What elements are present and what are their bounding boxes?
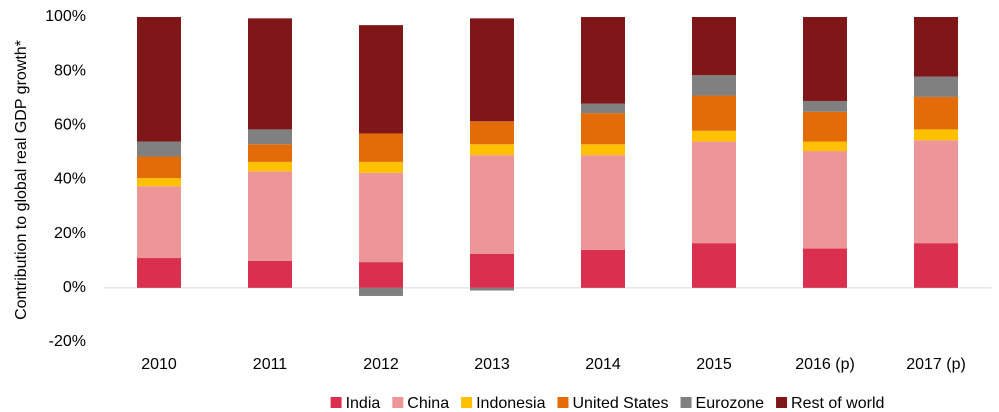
bar-segment: [581, 249, 625, 288]
bar-segment: [581, 103, 625, 114]
bar-segment: [581, 155, 625, 250]
bar-segment: [137, 141, 181, 157]
legend-swatch: [330, 397, 342, 408]
y-tick-label: 60%: [54, 117, 86, 134]
bar-segment: [470, 18, 514, 122]
x-tick-label: 2013: [474, 356, 510, 373]
bar-segment: [581, 144, 625, 156]
bar-segment: [248, 129, 292, 145]
legend-swatch: [461, 397, 473, 408]
bar-segment: [470, 144, 514, 156]
bar-segment: [914, 140, 958, 244]
y-axis-label: Contribution to global real GDP growth*: [13, 40, 30, 320]
legend-label: United States: [572, 395, 668, 412]
legend-swatch: [776, 397, 788, 408]
bar-segment: [470, 287, 514, 291]
bar-segment: [470, 121, 514, 145]
bar-segment: [137, 17, 181, 142]
bar-segment: [692, 17, 736, 76]
bar-segment: [803, 151, 847, 249]
x-tick-label: 2010: [141, 356, 177, 373]
bar-segment: [692, 243, 736, 288]
bar-segment: [914, 96, 958, 130]
bar-segment: [914, 243, 958, 288]
legend-label: Rest of world: [791, 395, 884, 412]
y-tick-label: 40%: [54, 171, 86, 188]
bar-segment: [803, 100, 847, 112]
bar-segment: [803, 141, 847, 152]
bar-segment: [914, 129, 958, 141]
bar-segment: [692, 141, 736, 244]
legend-label: Eurozone: [696, 395, 765, 412]
bar-segment: [248, 260, 292, 288]
bar-segment: [803, 17, 847, 101]
bar-segment: [359, 262, 403, 288]
y-tick-label: 100%: [45, 8, 86, 25]
bar-segment: [137, 186, 181, 259]
bar-segment: [692, 75, 736, 96]
bar-segment: [692, 130, 736, 142]
x-tick-label: 2017 (p): [906, 356, 966, 373]
legend-swatch: [680, 397, 692, 408]
x-tick-label: 2011: [253, 356, 288, 373]
legend-label: India: [346, 395, 381, 412]
bar-segment: [137, 156, 181, 179]
y-tick-label: 0%: [63, 279, 86, 296]
bar-segment: [359, 161, 403, 173]
bar-segment: [359, 172, 403, 263]
bar-segment: [137, 258, 181, 288]
bar-segment: [359, 287, 403, 296]
bar-segment: [248, 161, 292, 172]
bar-segment: [692, 95, 736, 131]
bar-segment: [470, 155, 514, 254]
bar-segment: [248, 144, 292, 162]
bar-segment: [248, 171, 292, 261]
bar-segment: [248, 18, 292, 130]
bar-segment: [359, 25, 403, 134]
y-tick-label: 80%: [54, 62, 86, 79]
x-tick-label: 2012: [363, 356, 399, 373]
legend-label: China: [407, 395, 449, 412]
bar-segment: [137, 178, 181, 187]
y-tick-label: -20%: [49, 333, 86, 350]
legend-label: Indonesia: [476, 395, 545, 412]
bar-segment: [914, 17, 958, 77]
bar-segment: [470, 253, 514, 288]
legend-swatch: [557, 397, 569, 408]
x-tick-label: 2016 (p): [795, 356, 855, 373]
bar-segment: [803, 248, 847, 288]
y-tick-label: 20%: [54, 225, 86, 242]
bar-segment: [359, 133, 403, 162]
x-tick-label: 2015: [696, 356, 732, 373]
bar-segment: [581, 113, 625, 145]
bar-segment: [803, 111, 847, 142]
bar-segment: [581, 17, 625, 104]
bar-segment: [914, 76, 958, 97]
legend-swatch: [392, 397, 404, 408]
x-tick-label: 2014: [585, 356, 621, 373]
